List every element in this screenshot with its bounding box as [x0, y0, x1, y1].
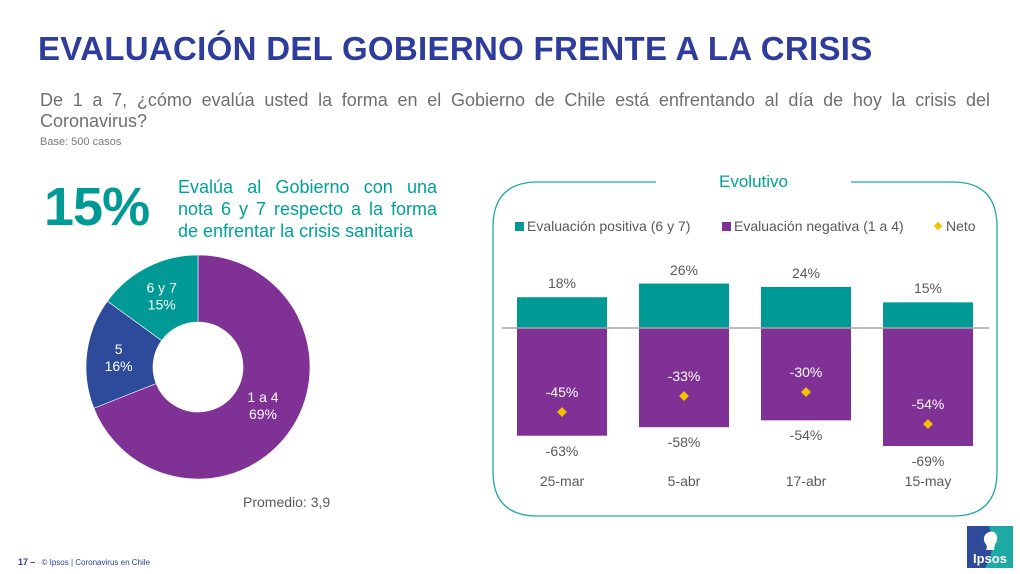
legend-diamond-icon — [933, 221, 943, 231]
footer: 17 – © Ipsos | Coronavirus en Chile — [18, 557, 150, 567]
evolutivo-frame — [492, 181, 998, 517]
bar-negative — [761, 328, 851, 421]
survey-question: De 1 a 7, ¿cómo evalúa usted la forma en… — [40, 90, 990, 131]
bar-positive — [883, 302, 973, 328]
bar-positive-label: 26% — [669, 261, 699, 278]
neto-label: -45% — [545, 384, 579, 401]
ipsos-logo-text: Ipsos — [973, 551, 1007, 566]
highlight-percentage: 15% — [44, 177, 150, 237]
bar-negative-label: -69% — [911, 452, 945, 469]
bar-positive-label: 18% — [547, 275, 577, 292]
neto-marker — [923, 419, 933, 429]
legend-swatch-purple — [722, 221, 731, 231]
neto-marker — [679, 391, 689, 401]
neto-marker — [557, 407, 567, 417]
page-number: 17 — [18, 557, 29, 567]
x-axis-label: 5-abr — [667, 473, 701, 489]
bar-positive — [517, 297, 607, 328]
donut-slice-label: 5 — [115, 341, 123, 357]
neto-label: -54% — [911, 396, 945, 413]
bar-negative-label: -63% — [545, 442, 579, 459]
bar-negative-label: -58% — [667, 434, 701, 451]
bar-positive-label: 15% — [913, 280, 943, 297]
legend-item-positive: Evaluación positiva (6 y 7) — [515, 218, 690, 234]
bar-positive — [639, 283, 729, 328]
donut-slice-6-y-7 — [106, 254, 199, 341]
footer-dash: – — [30, 557, 36, 567]
footer-text: © Ipsos | Coronavirus en Chile — [41, 558, 150, 567]
evolutivo-title: Evolutivo — [719, 172, 788, 191]
legend-label-negative: Evaluación negativa (1 a 4) — [734, 218, 904, 234]
highlight-description: Evalúa al Gobierno con una nota 6 y 7 re… — [178, 177, 437, 241]
x-axis-label: 15-may — [904, 473, 952, 489]
donut-slice-label: 6 y 7 — [147, 280, 178, 296]
x-axis-label: 17-abr — [785, 473, 827, 489]
neto-label: -33% — [667, 368, 701, 384]
legend-item-neto: Neto — [933, 218, 976, 234]
x-axis-label: 25-mar — [539, 473, 585, 489]
bar-negative — [639, 328, 729, 428]
ipsos-logo: Ipsos — [967, 526, 1013, 568]
neto-marker — [801, 387, 811, 397]
legend-label-neto: Neto — [946, 218, 976, 234]
bar-positive-label: 24% — [791, 264, 821, 281]
bar-positive — [761, 286, 851, 328]
base-note: Base: 500 casos — [40, 136, 122, 148]
donut-slice-value: 16% — [105, 358, 133, 374]
page-title: EVALUACIÓN DEL GOBIERNO FRENTE A LA CRIS… — [38, 30, 873, 67]
donut-slice-1-a-4 — [93, 254, 311, 480]
bar-negative-label: -54% — [789, 427, 823, 444]
legend-label-positive: Evaluación positiva (6 y 7) — [527, 218, 691, 234]
donut-slice-value: 15% — [148, 297, 176, 313]
ipsos-head-icon — [983, 531, 998, 550]
bar-negative — [517, 328, 607, 436]
neto-label: -30% — [789, 364, 823, 380]
donut-slice-label: 1 a 4 — [247, 389, 278, 405]
legend-swatch-teal — [515, 221, 524, 231]
donut-slice-value: 69% — [249, 406, 277, 422]
legend-item-negative: Evaluación negativa (1 a 4) — [722, 218, 904, 234]
donut-average-note: Promedio: 3,9 — [243, 494, 331, 510]
